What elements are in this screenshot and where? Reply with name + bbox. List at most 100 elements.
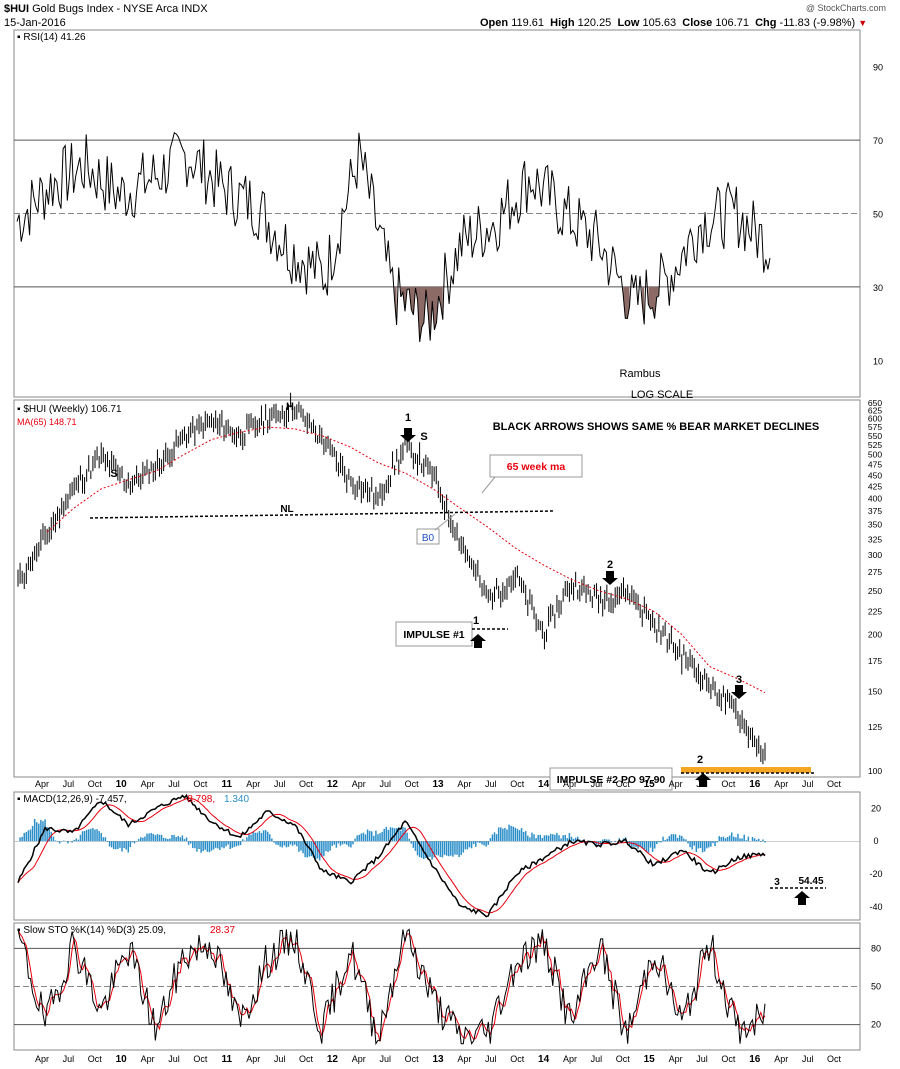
x-axis-label: Oct [827,1054,842,1064]
bo-label-text: B0 [422,533,435,544]
annotation-log-scale: LOG SCALE [631,389,693,401]
x-axis-label: 10 [116,1054,128,1065]
macd-tick-label: -40 [869,902,882,912]
x-axis-label: Oct [299,1054,314,1064]
sto-tick-label: 50 [871,982,881,992]
x-axis-label: Apr [669,779,683,789]
x-axis-label: Oct [88,1054,103,1064]
target-zone-highlight [681,767,811,773]
arrow-1-label: 1 [405,412,411,424]
x-axis-label: Jul [696,779,708,789]
ma-legend: MA(65) 148.71 [17,417,77,427]
neckline [89,510,554,519]
price-tick-label: 650 [868,398,882,408]
rsi-oversold-fill [400,286,443,342]
x-axis-label: 14 [538,1054,550,1065]
x-axis-label: Oct [405,1054,420,1064]
price-tick-label: 100 [868,766,882,776]
impulse1-up-icon [470,634,486,648]
panel-macd-frame [13,791,861,921]
x-axis-label: Oct [88,779,103,789]
sto-d-line [17,929,766,1042]
ma-callout-text: 65 week ma [507,461,566,473]
chg-value: -11.83 (-9.98%) [779,17,856,29]
x-axis-label: Jul [168,779,180,789]
x-axis-label: Oct [193,1054,208,1064]
price-tick-label: 325 [868,534,882,544]
bo-label-box [416,528,440,545]
impulse1-num: 1 [473,615,479,627]
x-axis-label: Apr [774,779,788,789]
header-symbol-line: $HUI Gold Bugs Index - NYSE Arca INDX [4,3,208,15]
x-axis-label: 15 [644,1054,656,1065]
price-tick-label: 500 [868,450,882,460]
x-axis-label: Jul [168,1054,180,1064]
bo-pointer [434,513,456,531]
rsi-oversold-fill [648,286,659,319]
macd-signal-line [17,797,766,914]
x-axis-label: 15 [644,779,656,790]
arrow-3-label: 3 [736,674,742,686]
macd-legend-hist: 1.340 [224,794,249,805]
x-axis-label: Oct [721,779,736,789]
open-value: 119.61 [511,17,545,29]
chg-label: Chg [755,17,777,29]
price-tick-label: 400 [868,493,882,503]
impulse2-text: IMPULSE #2 PO 97.90 [557,774,666,786]
x-axis-label: 13 [432,1054,444,1065]
price-tick-label: 450 [868,470,882,480]
x-axis-label: 12 [327,1054,339,1065]
price-tick-label: 525 [868,440,882,450]
x-axis-label: Apr [457,1054,471,1064]
x-axis-label: Oct [299,779,314,789]
price-tick-label: 425 [868,482,882,492]
x-axis-label: Oct [510,1054,525,1064]
x-axis-label: Apr [457,779,471,789]
x-axis-label: Oct [405,779,420,789]
ma-callout-pointer [481,476,496,494]
x-axis-label: Jul [63,1054,75,1064]
ohlc-line: Open 119.61 High 120.25 Low 105.63 Close… [480,17,867,29]
macd-tick-label: 0 [873,836,878,846]
x-axis-label: Jul [379,1054,391,1064]
x-axis-label: Apr [352,779,366,789]
x-axis-label: Jul [379,779,391,789]
x-axis-label: Apr [669,1054,683,1064]
high-label: High [550,17,575,29]
sto-legend-d: 28.37 [210,925,235,936]
rsi-tick-label: 50 [873,210,883,220]
x-axis-label: 11 [222,779,233,790]
rsi-tick-label: 10 [873,356,883,366]
impulse1-box [395,621,473,647]
x-axis-label: Apr [563,779,577,789]
low-value: 105.63 [642,17,677,29]
x-axis-label: Apr [141,779,155,789]
price-tick-label: 300 [868,550,882,560]
x-axis-label: Oct [193,779,208,789]
x-axis-label: Jul [802,1054,814,1064]
x-axis-label: Jul [696,1054,708,1064]
x-axis-label: Oct [721,1054,736,1064]
x-axis-label: 12 [327,779,339,790]
rsi-line [16,132,771,342]
rsi-tick-label: 90 [873,63,883,73]
x-axis-label: 10 [116,779,128,790]
price-tick-label: 350 [868,520,882,530]
price-tick-label: 225 [868,607,882,617]
arrow-2-label: 2 [607,559,613,571]
impulse2-box [549,767,673,791]
price-tick-label: 275 [868,567,882,577]
macd-up-icon [794,891,810,905]
watermark: @ StockCharts.com [805,3,886,13]
x-axis-label: Jul [802,779,814,789]
open-label: Open [480,17,509,29]
annotation-title: BLACK ARROWS SHOWS SAME % BEAR MARKET DE… [493,421,820,433]
x-axis-label: Apr [246,1054,260,1064]
arrow-2-down-icon [602,571,618,585]
x-axis-label: Jul [485,1054,497,1064]
x-axis-label: Oct [616,779,631,789]
impulse2-num: 2 [697,754,703,766]
impulse2-up-icon [695,773,711,787]
close-label: Close [682,17,713,29]
